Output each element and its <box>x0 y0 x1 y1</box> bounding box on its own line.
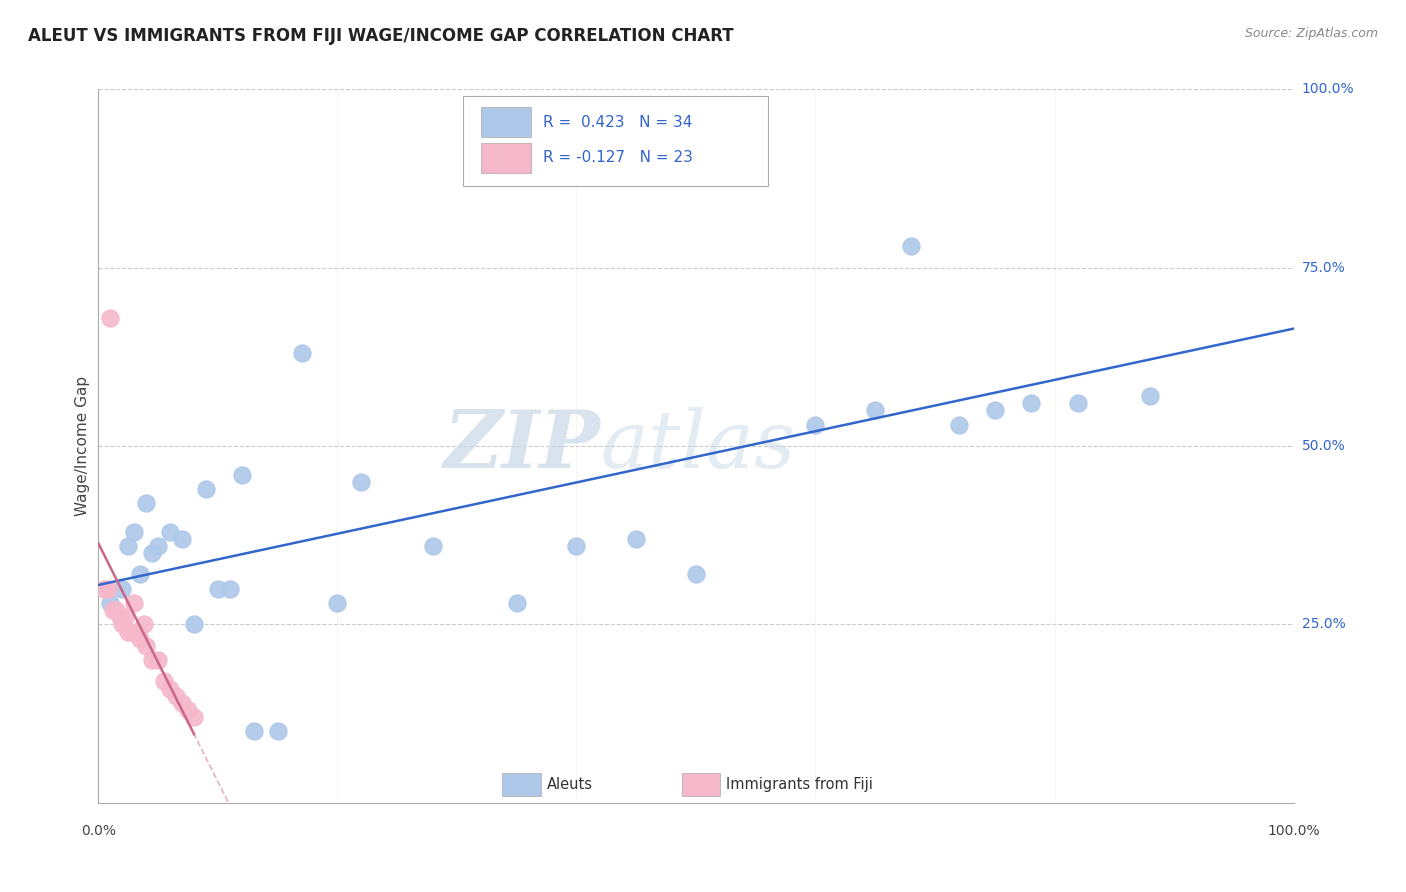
Point <box>121 624 143 639</box>
Text: 100.0%: 100.0% <box>1267 824 1320 838</box>
Point <box>132 617 155 632</box>
Point <box>745 168 768 182</box>
Point <box>141 653 163 667</box>
Text: 50.0%: 50.0% <box>1302 439 1346 453</box>
Point <box>219 582 242 596</box>
Text: Immigrants from Fiji: Immigrants from Fiji <box>725 777 873 792</box>
Point <box>111 582 134 596</box>
Point <box>135 496 157 510</box>
Point <box>172 532 194 546</box>
Point <box>129 632 152 646</box>
Point <box>984 403 1007 417</box>
Text: atlas: atlas <box>600 408 796 484</box>
Point <box>148 539 170 553</box>
Point <box>98 596 122 610</box>
Point <box>159 524 181 539</box>
Point <box>129 567 152 582</box>
Y-axis label: Wage/Income Gap: Wage/Income Gap <box>75 376 90 516</box>
Point <box>565 539 588 553</box>
Point <box>195 482 218 496</box>
Point <box>865 403 887 417</box>
Text: 25.0%: 25.0% <box>1302 617 1346 632</box>
Text: ALEUT VS IMMIGRANTS FROM FIJI WAGE/INCOME GAP CORRELATION CHART: ALEUT VS IMMIGRANTS FROM FIJI WAGE/INCOM… <box>28 27 734 45</box>
Point <box>422 539 444 553</box>
Point <box>172 696 194 710</box>
Text: Source: ZipAtlas.com: Source: ZipAtlas.com <box>1244 27 1378 40</box>
Point <box>183 617 205 632</box>
Point <box>148 653 170 667</box>
Point <box>1067 396 1090 410</box>
Point <box>153 674 176 689</box>
Point <box>1139 389 1161 403</box>
Point <box>165 689 187 703</box>
FancyBboxPatch shape <box>481 143 531 173</box>
Point <box>243 724 266 739</box>
Text: 0.0%: 0.0% <box>82 824 115 838</box>
Point <box>685 567 707 582</box>
Point <box>207 582 229 596</box>
Point <box>117 539 139 553</box>
Point <box>105 603 128 617</box>
Point <box>350 475 373 489</box>
Text: Aleuts: Aleuts <box>547 777 592 792</box>
Point <box>101 603 124 617</box>
Point <box>114 610 136 624</box>
Point <box>98 310 122 325</box>
Point <box>183 710 205 724</box>
FancyBboxPatch shape <box>502 772 541 796</box>
Point <box>900 239 922 253</box>
Text: R =  0.423   N = 34: R = 0.423 N = 34 <box>543 114 692 129</box>
Text: R = -0.127   N = 23: R = -0.127 N = 23 <box>543 150 693 165</box>
Point <box>97 582 120 596</box>
FancyBboxPatch shape <box>481 107 531 137</box>
Point <box>626 532 648 546</box>
Point <box>177 703 200 717</box>
FancyBboxPatch shape <box>463 96 768 186</box>
Point <box>804 417 827 432</box>
Point <box>135 639 157 653</box>
Point <box>291 346 314 360</box>
Point <box>93 582 115 596</box>
Point <box>1019 396 1042 410</box>
FancyBboxPatch shape <box>682 772 720 796</box>
Point <box>124 524 146 539</box>
Point <box>125 624 148 639</box>
Point <box>117 624 139 639</box>
Point <box>159 681 181 696</box>
Point <box>267 724 290 739</box>
Point <box>326 596 349 610</box>
Point <box>111 617 134 632</box>
Text: 75.0%: 75.0% <box>1302 260 1346 275</box>
Text: ZIP: ZIP <box>443 408 600 484</box>
Point <box>231 467 253 482</box>
Point <box>108 610 131 624</box>
Point <box>506 596 529 610</box>
Point <box>141 546 163 560</box>
Text: 100.0%: 100.0% <box>1302 82 1354 96</box>
Point <box>124 596 146 610</box>
Point <box>948 417 970 432</box>
